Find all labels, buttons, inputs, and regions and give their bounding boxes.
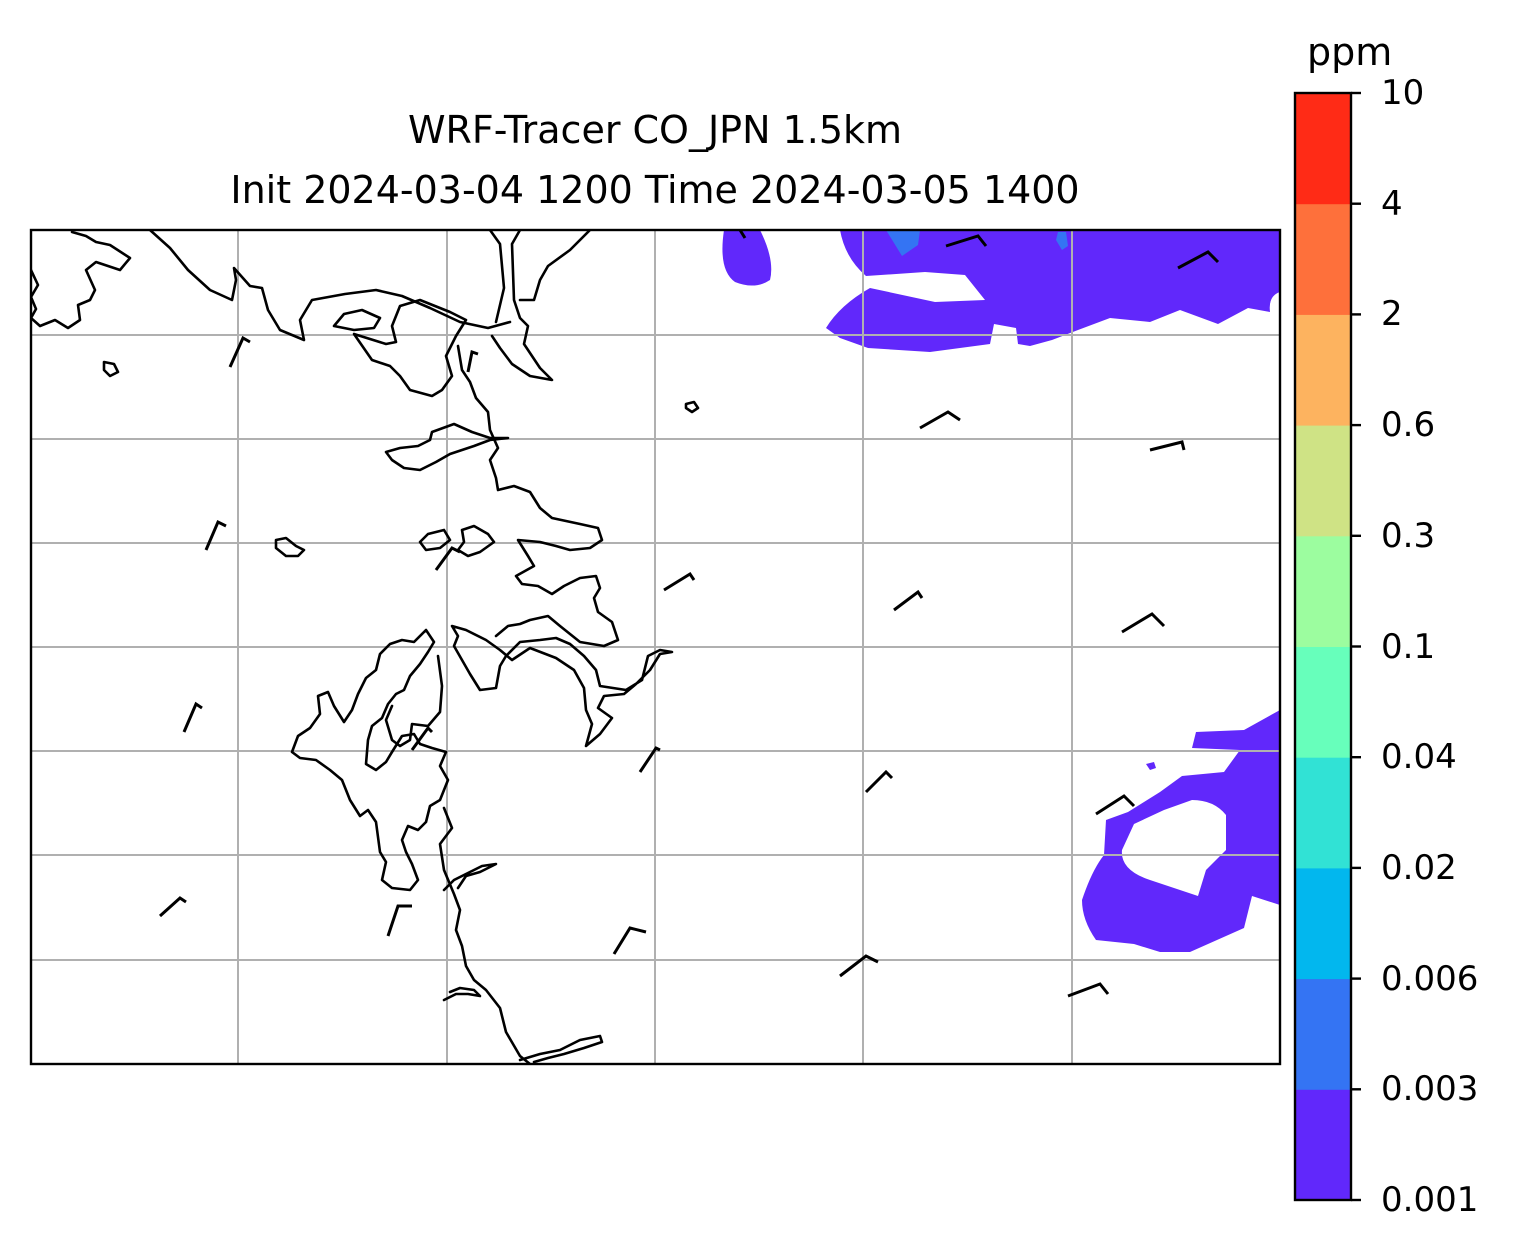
map-frame — [29, 228, 1282, 1066]
colorbar-segment — [1295, 1089, 1351, 1201]
coastline-main-arc — [148, 230, 512, 342]
coastline-islands-mid — [274, 524, 496, 558]
coastline-channel-far — [518, 230, 592, 302]
wind-barb — [638, 746, 661, 773]
tracer-plume-speck — [1146, 762, 1156, 770]
wind-barbs — [158, 230, 1220, 998]
colorbar-tick-label: 4 — [1381, 183, 1403, 224]
map-title-line2: Init 2024-03-04 1200 Time 2024-03-05 140… — [230, 168, 1080, 212]
colorbar-tick-label: 0.1 — [1381, 626, 1436, 667]
wind-barb — [864, 769, 894, 794]
wind-barb — [434, 546, 461, 571]
tracer-plume-north — [826, 230, 1280, 352]
colorbar-tick-label: 0.3 — [1381, 515, 1436, 556]
coastline-peninsula — [352, 298, 468, 398]
coastline-south-mass — [450, 624, 674, 748]
wind-barb — [386, 904, 412, 937]
colorbar-tick-label: 0.006 — [1381, 958, 1479, 999]
coastline-bay-north — [384, 422, 510, 472]
wind-barb — [1121, 612, 1166, 634]
tracer-plume-north-small — [722, 230, 772, 286]
wind-barb — [1177, 250, 1220, 270]
colorbar-unit-label: ppm — [1307, 30, 1393, 74]
coastline-island-a — [332, 308, 382, 332]
coastlines — [31, 230, 700, 1064]
colorbar-tick-label: 0.003 — [1381, 1069, 1479, 1110]
map-gridlines — [31, 230, 1280, 1064]
coastline-southern-spit — [442, 986, 482, 1002]
coastline-channel-east — [490, 230, 554, 382]
wind-barb — [158, 896, 187, 918]
coastline-south-tail — [438, 806, 532, 1064]
colorbar-segment — [1295, 867, 1351, 980]
map-title-line1: WRF-Tracer CO_JPN 1.5km — [407, 108, 903, 152]
wind-barb — [1095, 794, 1136, 816]
wind-barb — [945, 234, 988, 248]
colorbar-segment — [1295, 203, 1351, 315]
wind-barb — [466, 350, 479, 373]
tracer-concentration-fill — [722, 230, 1280, 952]
wind-barb — [182, 701, 203, 733]
colorbar — [1293, 91, 1361, 1202]
colorbar-tick-label: 2 — [1381, 294, 1403, 335]
wind-barb — [738, 230, 747, 239]
wind-barb — [612, 926, 647, 955]
wind-barb — [919, 410, 961, 430]
map-plot-area — [31, 230, 1280, 1064]
wind-barb — [1149, 440, 1186, 452]
wind-barb — [663, 571, 696, 592]
coastline-channel-west — [488, 230, 506, 324]
wind-barb — [410, 725, 434, 751]
coastline-islet-small — [102, 360, 700, 414]
colorbar-segment — [1295, 757, 1351, 869]
coastline-inner-cove — [384, 654, 444, 748]
colorbar-segment — [1295, 535, 1351, 647]
colorbar-tick-label: 0.04 — [1381, 737, 1457, 778]
coastline-south-west-lobe — [290, 628, 450, 892]
coastline-south-cape — [518, 1034, 604, 1064]
colorbar-tick-label: 10 — [1381, 73, 1425, 113]
coastline-south-tail-east — [442, 862, 498, 892]
colorbar-segment — [1295, 314, 1351, 426]
tracer-patch-higher — [886, 230, 1068, 256]
wind-barb — [1067, 982, 1110, 998]
colorbar-tick-label: 0.02 — [1381, 847, 1457, 888]
coastline-central-spine — [456, 344, 620, 648]
colorbar-segment — [1295, 646, 1351, 758]
colorbar-segment — [1295, 978, 1351, 1090]
wind-barb — [839, 954, 879, 978]
colorbar-segment — [1295, 425, 1351, 537]
wind-barb — [228, 335, 251, 368]
coastline-northwest-edge — [31, 230, 132, 330]
tracer-plume-southeast — [1082, 710, 1280, 952]
wind-barb — [204, 519, 227, 551]
colorbar-tick-label: 0.6 — [1381, 405, 1436, 446]
wind-barb — [893, 589, 924, 612]
colorbar-segment — [1295, 93, 1351, 205]
colorbar-tick-label: 0.001 — [1381, 1180, 1479, 1220]
